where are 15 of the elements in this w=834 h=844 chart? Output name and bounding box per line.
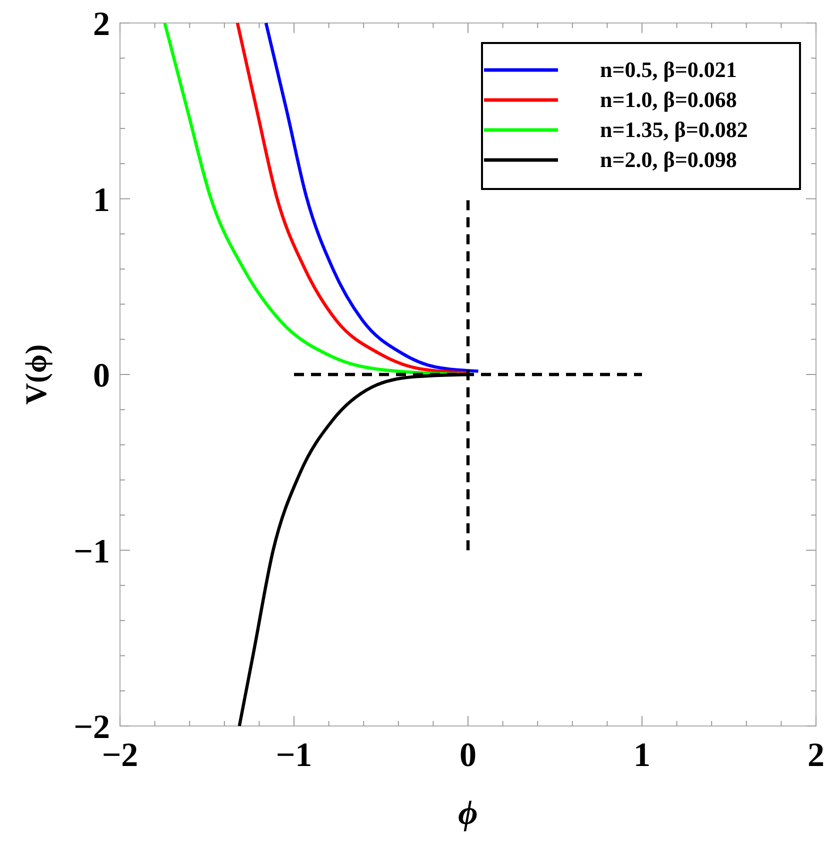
x-axis-title: ϕ bbox=[458, 795, 478, 832]
legend-label: n=0.5, β=0.021 bbox=[600, 57, 737, 82]
legend-label: n=1.0, β=0.068 bbox=[600, 87, 737, 112]
y-tick-label: 2 bbox=[93, 6, 110, 43]
x-tick-label: 2 bbox=[808, 737, 824, 774]
legend-label: n=1.35, β=0.082 bbox=[600, 117, 748, 142]
x-tick-label: 1 bbox=[634, 737, 650, 774]
y-tick-label: −1 bbox=[74, 533, 110, 570]
y-tick-label: 1 bbox=[93, 182, 110, 219]
x-tick-label: −1 bbox=[276, 737, 312, 774]
legend-label: n=2.0, β=0.098 bbox=[600, 147, 737, 172]
x-tick-label: 0 bbox=[460, 737, 476, 774]
y-tick-label: −2 bbox=[74, 709, 110, 746]
y-tick-label: 0 bbox=[93, 358, 110, 394]
y-axis-title: V(ϕ) bbox=[20, 344, 53, 405]
